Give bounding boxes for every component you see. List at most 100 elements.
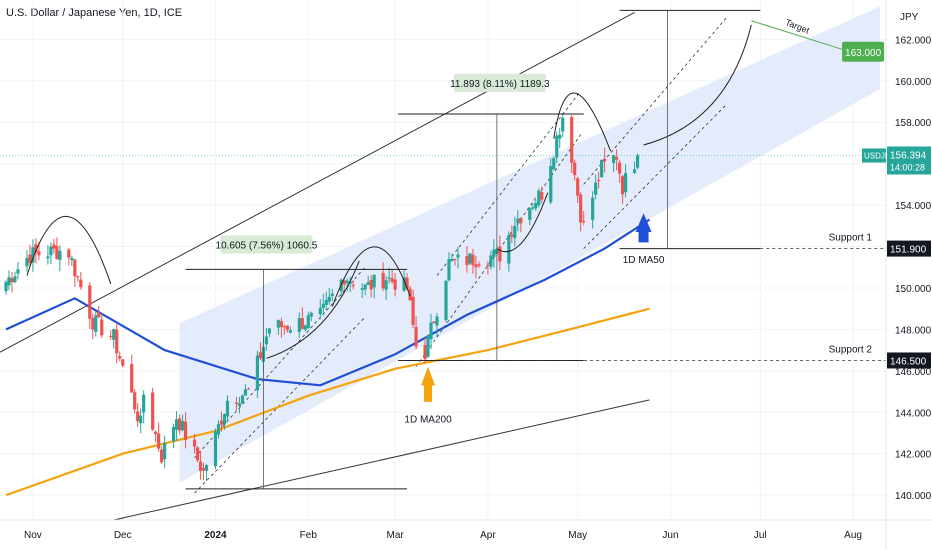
candle-body (405, 277, 409, 289)
x-tick-label: Jun (662, 530, 678, 541)
candle-body (471, 254, 475, 266)
candle-body (177, 418, 182, 431)
y-tick-label: 148.000 (895, 325, 932, 336)
candle-body (130, 364, 134, 393)
y-axis-currency: JPY (900, 12, 919, 23)
candle-body (591, 197, 595, 220)
y-tick-label: 150.000 (895, 284, 932, 295)
candle-body (387, 277, 391, 279)
y-tick-label: 146.000 (895, 367, 932, 378)
candle-body (348, 281, 352, 284)
candle-body (213, 431, 218, 467)
candle-body (163, 442, 167, 460)
ma200-label: 1D MA200 (404, 415, 452, 426)
candle-body (620, 176, 625, 195)
candle-body (576, 178, 580, 196)
candle-body (204, 465, 209, 471)
candle-body (465, 256, 469, 266)
candle-body (393, 279, 397, 290)
leg3-channel-top (583, 16, 728, 185)
target-line (751, 20, 851, 53)
symbol-tag: USDJPY (864, 152, 896, 161)
candle-body (243, 389, 248, 396)
candle-body (157, 433, 161, 449)
support-2-label: Support 2 (829, 344, 873, 355)
candle-body (444, 280, 448, 321)
x-tick-label: Dec (114, 530, 132, 541)
candle-body (4, 281, 8, 292)
candle-body (528, 208, 532, 220)
channel-upper-line (0, 11, 635, 353)
leg1-channel-bottom (194, 316, 366, 494)
candle-body (279, 321, 283, 328)
candle-body (600, 159, 604, 178)
candle-body (632, 169, 637, 173)
candle-body (16, 269, 20, 274)
candle-body (300, 318, 304, 329)
candle-body (183, 421, 188, 440)
candle-body (492, 249, 496, 257)
x-tick-label: Mar (386, 530, 404, 541)
x-tick-label: 2024 (204, 530, 227, 541)
top-arc-1 (26, 216, 112, 284)
support-1-price: 151.900 (890, 245, 927, 256)
candle-body (486, 264, 490, 266)
candle-body (372, 275, 376, 288)
target-price: 163.000 (845, 48, 882, 59)
candle-body (240, 395, 245, 404)
candle-body (321, 303, 325, 309)
last-price-bg (887, 146, 931, 175)
candle-body (594, 182, 598, 195)
candle-body (390, 278, 394, 282)
candle-body (582, 221, 586, 223)
candle-body (327, 296, 331, 302)
candle-body (447, 259, 451, 281)
candle-body (432, 321, 436, 324)
ma50-line (5, 218, 651, 387)
candle-body (303, 325, 307, 330)
y-tick-label: 162.000 (895, 35, 932, 46)
candle-body (276, 320, 280, 328)
candle-body (79, 279, 83, 288)
countdown: 14:00:28 (890, 163, 925, 173)
curve-arrow-1 (266, 260, 360, 359)
candle-body (498, 246, 502, 262)
candle-body (345, 280, 349, 284)
candle-body (10, 278, 14, 283)
candle-body (381, 272, 385, 289)
leg2-label: 11.893 (8.11%) 1189.3 (450, 79, 550, 90)
candle-body (285, 325, 289, 330)
candle-body (46, 256, 50, 259)
candle-body (142, 394, 146, 413)
y-tick-label: 142.000 (895, 450, 932, 461)
target-price-box (842, 41, 885, 62)
chart-title: U.S. Dollar / Japanese Yen, 1D, ICE (6, 7, 183, 19)
candle-body (429, 322, 433, 340)
candle-body (34, 244, 38, 253)
candle-body (151, 392, 155, 430)
candle-body (623, 173, 628, 193)
candle-body (603, 158, 607, 162)
candle-body (426, 335, 430, 357)
candle-body (225, 400, 230, 417)
x-tick-label: Feb (300, 530, 318, 541)
candle-body (612, 155, 616, 163)
candle-body (121, 359, 125, 366)
candle-body (136, 411, 140, 422)
leg2-label-box (453, 73, 546, 92)
candle-body (109, 335, 113, 337)
candle-body (342, 280, 346, 285)
support-2-price: 146.500 (890, 356, 927, 367)
candle-body (411, 296, 415, 326)
candle-body (25, 258, 29, 267)
support-2-price-bg (887, 352, 931, 369)
candle-body (408, 288, 412, 301)
candle-body (489, 255, 493, 267)
candle-body (100, 319, 104, 336)
candle-body (474, 264, 478, 268)
y-tick-label: 160.000 (895, 77, 932, 88)
leg1-label: 10.605 (7.56%) 1060.5 (216, 240, 318, 251)
candle-body (435, 316, 439, 326)
candle-body (423, 344, 427, 360)
